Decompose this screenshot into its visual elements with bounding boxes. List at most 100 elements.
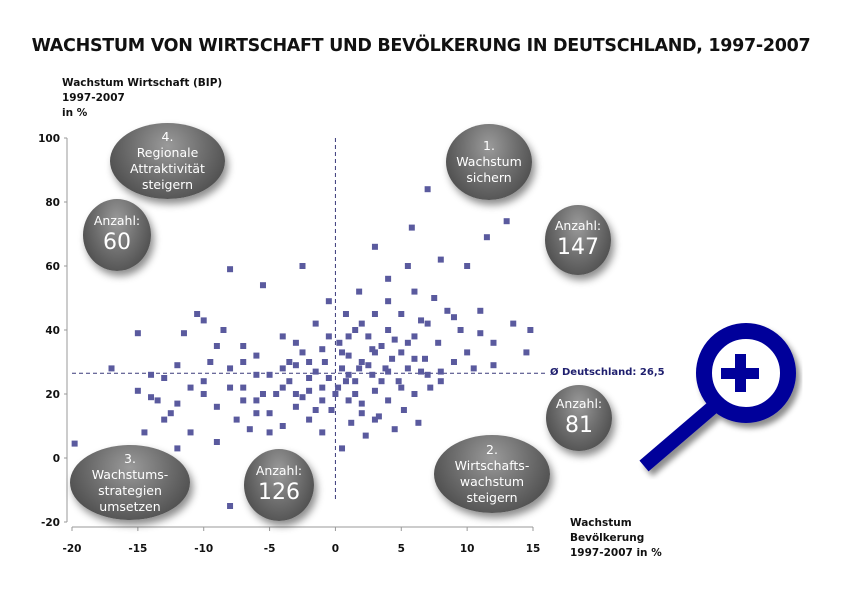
x-axis-label: Wachstum Bevölkerung 1997-2007 in % xyxy=(570,516,662,561)
y-axis-label: Wachstum Wirtschaft (BIP) 1997-2007 in % xyxy=(62,76,222,121)
data-point xyxy=(299,349,306,356)
data-point xyxy=(348,419,355,426)
data-point xyxy=(200,378,207,385)
data-point xyxy=(299,394,306,401)
quadrant-3-label: 3. Wachstums- strategien umsetzen xyxy=(70,445,190,520)
data-point xyxy=(259,391,266,397)
data-point xyxy=(71,440,78,447)
x-axis-label-line: 1997-2007 in % xyxy=(570,547,662,559)
data-point xyxy=(470,365,477,372)
quadrant-text: Wirtschafts- xyxy=(454,458,530,473)
data-point xyxy=(356,365,363,372)
quadrant-text: Wachstum xyxy=(456,154,522,169)
y-tick-label: 20 xyxy=(45,389,60,401)
data-point xyxy=(292,339,299,346)
data-point xyxy=(415,419,422,426)
y-tick-label: 60 xyxy=(45,261,60,273)
data-point xyxy=(437,256,444,263)
data-point xyxy=(227,365,234,372)
data-point xyxy=(404,365,411,372)
data-point xyxy=(345,333,352,340)
data-point xyxy=(358,359,365,365)
data-point xyxy=(358,400,365,407)
data-point xyxy=(213,343,220,349)
count-value: 81 xyxy=(565,413,593,438)
data-point xyxy=(259,282,266,289)
y-axis-label-line: Wachstum Wirtschaft (BIP) xyxy=(62,77,223,89)
data-point xyxy=(385,298,392,305)
data-point xyxy=(371,387,378,394)
data-point xyxy=(371,349,378,356)
data-point xyxy=(328,407,335,413)
data-point xyxy=(187,384,194,391)
data-point xyxy=(483,234,490,241)
quadrant-text: strategien xyxy=(98,482,162,498)
data-point xyxy=(312,320,319,327)
quadrant-text: steigern xyxy=(141,177,194,192)
data-point xyxy=(299,263,306,269)
quadrant-4-count: Anzahl: 60 xyxy=(83,199,151,271)
data-point xyxy=(319,384,326,391)
data-point xyxy=(523,349,530,356)
quadrant-1-label: 1. Wachstum sichern xyxy=(446,124,532,200)
x-axis-label-line: Bevölkerung xyxy=(570,532,645,544)
quadrant-text: Regionale xyxy=(136,145,199,160)
data-point xyxy=(477,307,484,314)
data-point xyxy=(385,275,392,282)
quadrant-1-count: Anzahl: 147 xyxy=(545,205,611,275)
data-point xyxy=(371,416,378,423)
data-point xyxy=(148,394,155,401)
data-point xyxy=(411,391,418,397)
data-point xyxy=(358,320,365,327)
data-point xyxy=(213,403,220,410)
data-point xyxy=(332,391,339,397)
data-point xyxy=(174,362,181,369)
data-point xyxy=(339,445,346,452)
data-point xyxy=(325,375,332,381)
data-point xyxy=(450,314,457,321)
y-tick-label: -20 xyxy=(41,517,60,529)
data-point xyxy=(408,224,415,231)
quadrant-text: Wachstums- xyxy=(91,466,169,482)
data-point xyxy=(437,368,444,375)
data-point xyxy=(286,378,293,385)
data-point xyxy=(306,359,313,365)
x-tick-label: -5 xyxy=(264,543,276,555)
data-point xyxy=(306,375,313,381)
data-point xyxy=(345,397,352,404)
data-point xyxy=(240,359,247,365)
data-point xyxy=(421,355,428,362)
data-point xyxy=(240,397,247,404)
x-tick-label: -10 xyxy=(194,543,213,555)
data-point xyxy=(253,410,260,417)
data-point xyxy=(424,371,431,378)
data-point xyxy=(240,343,247,349)
quadrant-3-count: Anzahl: 126 xyxy=(244,449,314,521)
data-point xyxy=(345,371,352,378)
data-point xyxy=(292,403,299,410)
data-point xyxy=(141,429,148,436)
data-point xyxy=(207,359,214,365)
data-point xyxy=(134,330,141,337)
data-point xyxy=(319,397,326,404)
data-point xyxy=(400,407,407,413)
data-point xyxy=(339,349,346,356)
data-point xyxy=(427,384,434,391)
data-point xyxy=(167,410,174,417)
data-point xyxy=(352,391,359,397)
data-point xyxy=(362,432,369,439)
y-tick-label: 40 xyxy=(45,325,60,337)
data-point xyxy=(240,384,247,391)
data-point xyxy=(435,339,442,346)
data-point xyxy=(477,330,484,337)
quadrant-text: wachstum xyxy=(459,474,525,489)
quadrant-2-label: 2. Wirtschafts- wachstum steigern xyxy=(434,435,550,513)
data-point xyxy=(457,327,464,333)
data-point xyxy=(398,311,405,317)
data-point xyxy=(503,218,510,225)
quadrant-text: Attraktivität xyxy=(130,161,205,176)
data-point xyxy=(279,333,286,340)
data-point xyxy=(292,362,299,369)
data-point xyxy=(279,423,286,429)
